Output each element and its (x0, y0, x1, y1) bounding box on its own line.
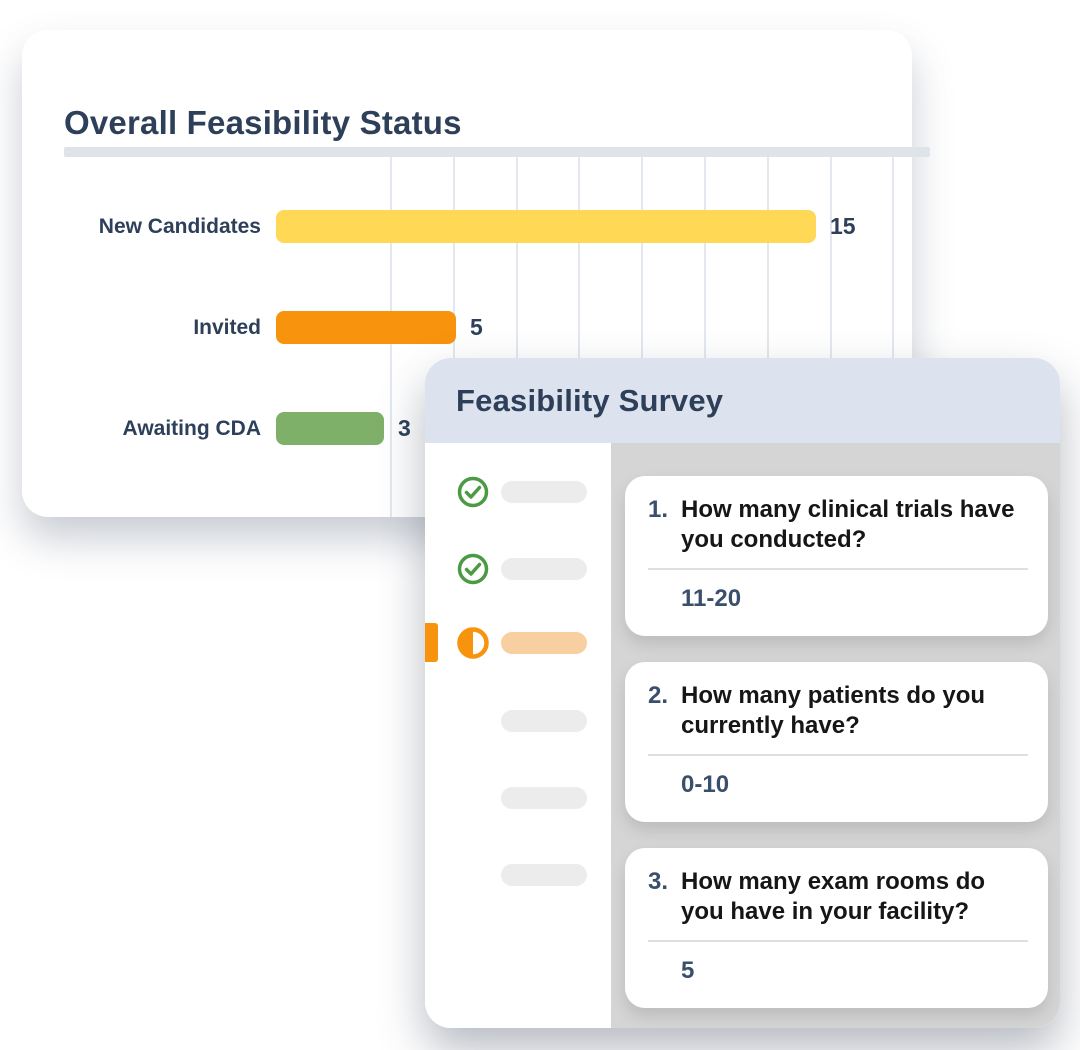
survey-step-1[interactable] (425, 470, 611, 514)
question-answer: 5 (681, 957, 695, 984)
survey-card: Feasibility Survey 1. How many clinical t… (425, 358, 1060, 1028)
active-step-indicator (425, 623, 438, 662)
chart-row: New Candidates 15 (42, 210, 912, 243)
question-text: How many exam rooms do you have in your … (681, 868, 986, 925)
survey-title: Feasibility Survey (456, 382, 724, 418)
category-label: Invited (193, 315, 261, 339)
chart-row: Invited 5 (42, 311, 912, 344)
value-label: 15 (830, 213, 856, 239)
check-circle-icon (457, 476, 489, 508)
step-placeholder (501, 558, 587, 580)
question-answer: 0-10 (681, 771, 730, 798)
question-divider (648, 754, 1028, 756)
value-label: 3 (398, 415, 411, 441)
question-answer: 11-20 (681, 585, 742, 612)
gridline (515, 157, 518, 517)
step-placeholder (501, 710, 587, 732)
survey-body: 1. How many clinical trials have you cond… (425, 443, 1060, 1028)
question-card-1: 1. How many clinical trials have you cond… (625, 476, 1048, 636)
check-circle-icon (457, 553, 489, 585)
question-card-3: 3. How many exam rooms do you have in you… (625, 848, 1048, 1008)
survey-step-6[interactable] (425, 853, 611, 897)
question-head: 3. How many exam rooms do you have in you… (625, 848, 1048, 927)
question-head: 1. How many clinical trials have you cond… (625, 476, 1048, 555)
value-bar (276, 412, 384, 445)
step-placeholder (501, 481, 587, 503)
category-label: New Candidates (98, 214, 261, 238)
gridline (766, 157, 769, 517)
step-placeholder (501, 632, 587, 654)
question-number: 2. (648, 682, 669, 709)
gridline (641, 157, 644, 517)
step-placeholder (501, 787, 587, 809)
gridline (829, 157, 832, 517)
question-list: 1. How many clinical trials have you cond… (611, 443, 1060, 1008)
survey-step-4[interactable] (425, 699, 611, 743)
gridline (578, 157, 581, 517)
question-text: How many clinical trials have you conduc… (681, 496, 1015, 553)
chart-row: Awaiting CDA 3 (42, 412, 912, 445)
value-bar (276, 311, 456, 344)
gridline (704, 157, 706, 517)
step-placeholder (501, 864, 587, 886)
survey-step-5[interactable] (425, 776, 611, 820)
bar-chart: New Candidates 15 Invited 5 Awaiting CDA 3 (42, 210, 912, 513)
survey-step-2[interactable] (425, 547, 611, 591)
survey-header: Feasibility Survey (425, 358, 1060, 443)
category-label: Awaiting CDA (122, 416, 261, 440)
question-head: 2. How many patients do you currently hav… (625, 662, 1048, 741)
question-text: How many patients do you currently have? (681, 682, 986, 739)
question-divider (648, 568, 1028, 570)
chart-title: Overall Feasibility Status (64, 104, 462, 142)
question-card-2: 2. How many patients do you currently hav… (625, 662, 1048, 822)
half-progress-icon (457, 627, 489, 659)
title-divider (64, 147, 930, 157)
question-divider (648, 940, 1028, 942)
gridline (892, 157, 895, 517)
question-number: 1. (648, 496, 669, 523)
value-label: 5 (470, 314, 483, 340)
survey-steps (425, 443, 611, 1028)
question-panel: 1. How many clinical trials have you cond… (611, 443, 1060, 1028)
question-number: 3. (648, 868, 669, 895)
value-bar (276, 210, 816, 243)
survey-step-3[interactable] (425, 621, 611, 665)
